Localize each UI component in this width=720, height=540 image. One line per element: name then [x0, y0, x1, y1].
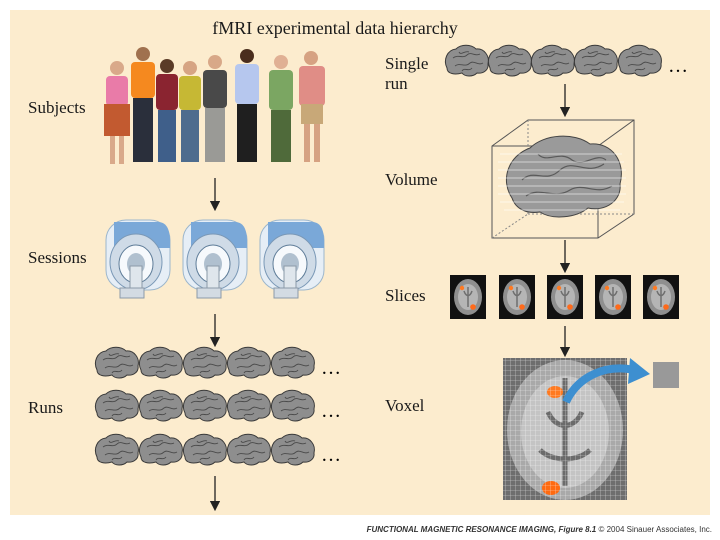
- caption-book: FUNCTIONAL MAGNETIC RESONANCE IMAGING, F…: [366, 525, 597, 534]
- slice-image-5: [642, 274, 680, 320]
- single-run-brain-row: [444, 44, 662, 77]
- runs-brain-grid: [94, 346, 315, 466]
- runs-ellipsis-3: …: [321, 444, 341, 466]
- runs-ellipsis-1: …: [321, 357, 341, 379]
- label-sessions: Sessions: [28, 248, 87, 267]
- label-single-run-line1: Single: [385, 54, 429, 73]
- slice-image-3: [546, 274, 584, 320]
- mri-scanner-icon-2: [182, 219, 248, 299]
- subjects-people-illustration: [104, 47, 325, 164]
- label-slices: Slices: [385, 286, 426, 305]
- voxel-blue-arrow: [562, 364, 635, 404]
- figure-title: fMRI experimental data hierarchy: [212, 18, 458, 38]
- caption-copyright: © 2004 Sinauer Associates, Inc.: [598, 525, 712, 534]
- figure-caption: FUNCTIONAL MAGNETIC RESONANCE IMAGING, F…: [367, 525, 712, 534]
- label-volume: Volume: [385, 170, 438, 189]
- mri-scanner-icon-1: [105, 219, 171, 299]
- volume-cube-illustration: [491, 119, 635, 239]
- slice-image-1: [449, 274, 487, 320]
- single-run-ellipsis: …: [668, 55, 688, 77]
- runs-ellipsis-2: …: [321, 400, 341, 422]
- voxel-square: [653, 362, 679, 388]
- voxel-blue-arrowhead: [628, 358, 650, 384]
- voxel-closeup-image: [503, 358, 627, 500]
- mri-scanner-icon-3: [259, 219, 325, 299]
- label-single-run: Single run: [385, 54, 428, 94]
- slice-image-2: [498, 274, 536, 320]
- label-runs: Runs: [28, 398, 63, 417]
- label-subjects: Subjects: [28, 98, 86, 117]
- label-single-run-line2: run: [385, 74, 408, 93]
- label-voxel: Voxel: [385, 396, 425, 415]
- slice-image-4: [594, 274, 632, 320]
